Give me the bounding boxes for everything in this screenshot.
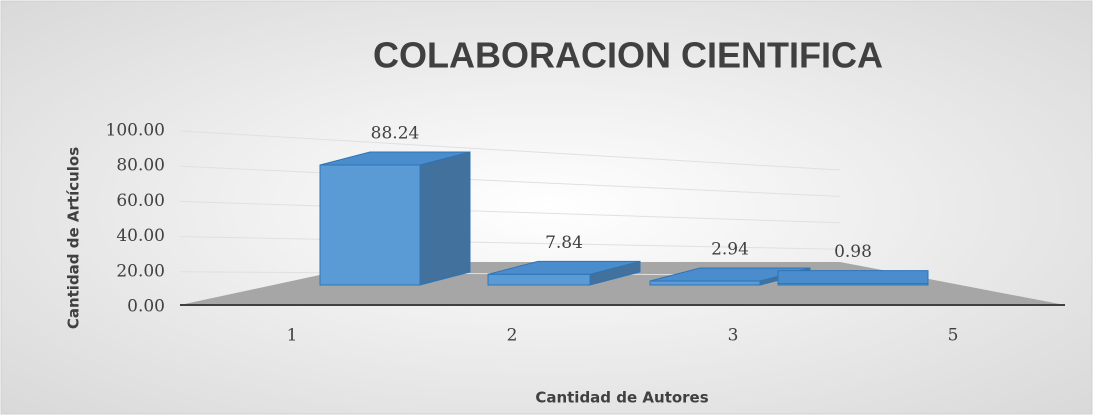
y-tick-label: 80.00	[116, 156, 165, 176]
value-label: 7.84	[545, 233, 583, 253]
grid-line	[179, 165, 841, 197]
x-tick-label: 1	[287, 326, 298, 346]
bar-top	[777, 270, 929, 285]
bar-front	[487, 273, 591, 286]
y-axis-label: Cantidad de Artículos	[65, 147, 83, 329]
grid-line	[179, 236, 841, 250]
x-tick-label: 3	[728, 326, 739, 346]
value-label: 0.98	[834, 242, 872, 262]
x-tick-label: 5	[948, 326, 959, 346]
bar-front	[777, 283, 929, 286]
chart-title: COLABORACION CIENTIFICA	[373, 35, 883, 76]
grid-line	[179, 200, 841, 224]
y-tick-label: 40.00	[116, 226, 165, 246]
y-tick-label: 20.00	[116, 261, 165, 281]
bar-front	[319, 164, 421, 286]
y-tick-label: 60.00	[116, 191, 165, 211]
value-label: 2.94	[711, 240, 749, 260]
grid-line	[179, 130, 841, 171]
value-label: 88.24	[371, 123, 420, 143]
bar-front	[649, 280, 761, 286]
bar-side	[419, 151, 471, 286]
bar	[649, 267, 811, 286]
y-tick-label: 100.00	[106, 121, 165, 141]
bar	[319, 151, 471, 286]
bar	[777, 270, 929, 286]
x-axis-label: Cantidad de Autores	[535, 389, 708, 407]
x-tick-label: 2	[507, 326, 518, 346]
bar	[487, 260, 641, 286]
y-tick-label: 0.00	[127, 297, 165, 317]
